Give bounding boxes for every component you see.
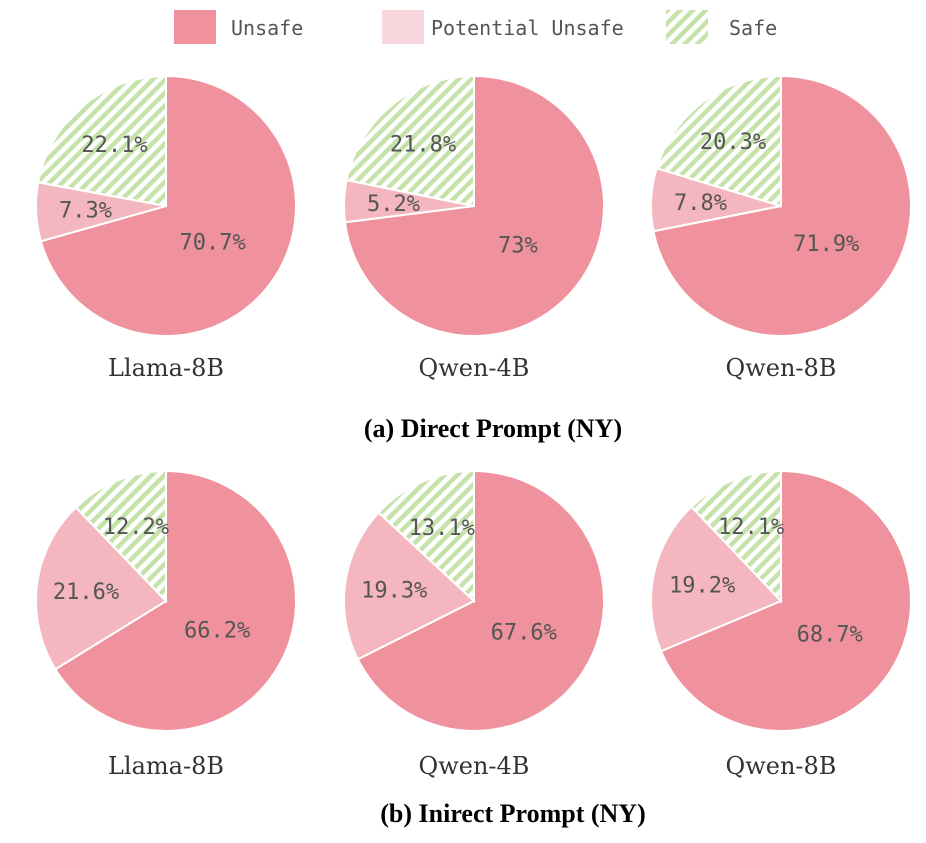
caption-direct-prompt: (a) Direct Prompt (NY) — [364, 414, 622, 443]
legend-label-unsafe: Unsafe — [231, 16, 303, 40]
model-label: Llama-8B — [108, 752, 224, 780]
pie-a-qwen-8b: 71.9% 7.8% 20.3% Qwen-8B — [650, 74, 912, 382]
legend: Unsafe Potential Unsafe Safe — [174, 10, 777, 44]
slice-safe — [74, 469, 167, 604]
pie-b-llama-8b: 66.2% 21.6% 12.2% Llama-8B — [35, 469, 297, 780]
model-label: Qwen-4B — [419, 354, 530, 382]
legend-label-potential-unsafe: Potential Unsafe — [431, 16, 624, 40]
model-label: Llama-8B — [108, 354, 224, 382]
slice-label-safe: 12.2% — [103, 515, 169, 540]
pie-b-qwen-4b: 67.6% 19.3% 13.1% Qwen-4B — [343, 469, 605, 780]
slice-label-potential-unsafe: 7.3% — [59, 199, 112, 224]
model-label: Qwen-8B — [726, 354, 837, 382]
slice-label-safe: 12.1% — [718, 515, 784, 540]
pie-a-llama-8b: 70.7% 7.3% 22.1% Llama-8B — [35, 74, 297, 382]
slice-unsafe — [356, 469, 605, 732]
pie-a-qwen-4b: 73% 5.2% 21.8% Qwen-4B — [343, 74, 605, 382]
slice-unsafe — [652, 74, 912, 337]
slice-potential-unsafe — [35, 505, 168, 671]
slice-label-unsafe: 67.6% — [491, 621, 557, 646]
slice-potential-unsafe — [650, 505, 783, 653]
slice-label-potential-unsafe: 7.8% — [674, 191, 727, 216]
slice-unsafe — [39, 74, 297, 337]
slice-label-unsafe: 73% — [498, 234, 538, 259]
slice-unsafe — [659, 469, 912, 732]
slice-safe — [655, 74, 782, 208]
legend-label-safe: Safe — [729, 16, 777, 40]
slice-safe — [37, 74, 167, 208]
slice-label-safe: 21.8% — [390, 133, 456, 158]
slice-label-unsafe: 70.7% — [179, 230, 245, 255]
legend-swatch-safe — [666, 10, 708, 44]
slice-safe — [345, 74, 475, 208]
pie-b-qwen-8b: 68.7% 19.2% 12.1% Qwen-8B — [650, 469, 912, 780]
model-label: Qwen-8B — [726, 752, 837, 780]
slice-label-safe: 13.1% — [409, 516, 475, 541]
caption-indirect-prompt: (b) Inirect Prompt (NY) — [380, 799, 645, 828]
slice-label-potential-unsafe: 19.3% — [361, 579, 427, 604]
slice-label-safe: 22.1% — [81, 133, 147, 158]
slice-label-potential-unsafe: 5.2% — [367, 192, 420, 217]
slice-label-unsafe: 66.2% — [184, 619, 250, 644]
slice-potential-unsafe — [343, 511, 476, 661]
slice-label-unsafe: 68.7% — [797, 622, 863, 647]
slice-label-potential-unsafe: 21.6% — [53, 580, 119, 605]
legend-swatch-unsafe — [174, 10, 216, 44]
slice-label-safe: 20.3% — [700, 130, 766, 155]
slice-safe — [377, 469, 475, 604]
slice-label-potential-unsafe: 19.2% — [669, 573, 735, 598]
slice-unsafe — [53, 469, 297, 732]
slice-label-unsafe: 71.9% — [793, 232, 859, 257]
model-label: Qwen-4B — [419, 752, 530, 780]
legend-swatch-potential-unsafe — [382, 10, 424, 44]
slice-safe — [690, 469, 782, 604]
